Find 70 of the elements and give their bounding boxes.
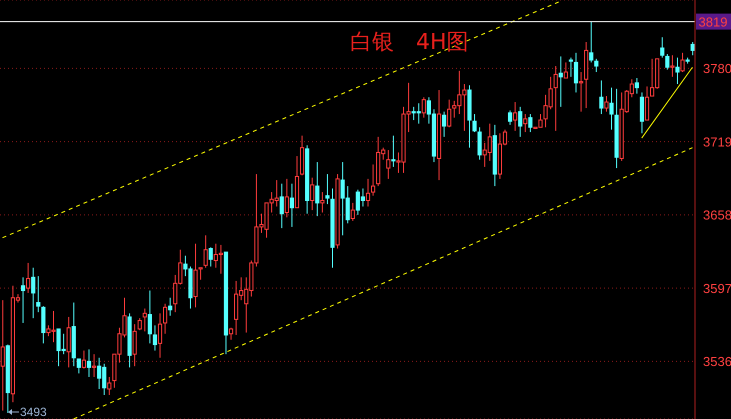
- candlestick: [594, 58, 598, 73]
- candlestick: [228, 327, 234, 340]
- candlestick: [518, 106, 522, 138]
- y-tick-label: 3780: [703, 61, 731, 76]
- candlestick: [442, 111, 446, 138]
- candlestick: [148, 290, 152, 344]
- candlestick: [366, 178, 370, 207]
- candlestick: [599, 80, 604, 115]
- candlestick: [447, 99, 452, 128]
- candlestick: [675, 57, 680, 85]
- candlestick: [680, 52, 685, 73]
- candlestick: [568, 57, 574, 78]
- candlestick: [86, 348, 92, 378]
- candlestick: [670, 54, 674, 78]
- candlestick: [564, 62, 568, 79]
- candlestick: [391, 135, 396, 168]
- candlestick: [26, 262, 30, 294]
- candlestick: [82, 350, 86, 370]
- candlestick: [20, 276, 26, 324]
- candlestick: [609, 87, 614, 130]
- candlestick: [31, 267, 36, 319]
- candlestick: [320, 192, 324, 213]
- candlestick: [370, 164, 376, 196]
- candlestick: [478, 126, 482, 160]
- y-tick-label: 3597: [703, 280, 731, 296]
- candlestick: [315, 162, 320, 217]
- candlestick: [204, 234, 208, 268]
- candlestick: [386, 150, 390, 180]
- candlestick: [472, 114, 477, 133]
- text: 白银 4H图: [350, 29, 469, 57]
- candlestick: [142, 308, 147, 332]
- candlestick: [290, 183, 294, 228]
- ref-line-label: 3819: [698, 14, 728, 30]
- candlestick: [660, 36, 664, 58]
- candlestick: [665, 54, 670, 70]
- candlestick: [508, 110, 512, 126]
- candlestick: [168, 297, 172, 316]
- y-tick-label: 3658: [703, 208, 731, 223]
- y-tick-label: 3719: [703, 134, 731, 150]
- candlestick: [513, 102, 518, 132]
- candlestick: [92, 354, 96, 378]
- candlestick: [644, 86, 650, 121]
- candlestick: [208, 246, 213, 268]
- candlestick: [422, 96, 426, 118]
- candlestick: [523, 114, 528, 133]
- candlestick: [554, 66, 558, 132]
- y-tick-label: 3536: [703, 354, 731, 369]
- annotation: 3493: [20, 405, 47, 419]
- candlestick: [528, 114, 532, 133]
- candlestick: [574, 52, 578, 93]
- candlestick: [325, 174, 330, 205]
- candlestick: [589, 21, 594, 63]
- candlestick: [36, 276, 40, 313]
- candlestick: [107, 376, 112, 396]
- candlestick: [76, 358, 81, 374]
- candlestick: [162, 303, 168, 334]
- candlestick: [284, 178, 289, 218]
- candlestick: [198, 267, 203, 280]
- candlestick: [690, 42, 695, 56]
- candlestick: [158, 312, 162, 358]
- candlestick: [310, 177, 314, 211]
- candlestick: [132, 324, 137, 367]
- candlestick: [578, 72, 584, 112]
- candlestick: [152, 324, 158, 352]
- candlestick: [634, 78, 639, 94]
- candlestick: [280, 183, 284, 229]
- candlestick: [138, 318, 142, 331]
- candlestick: [604, 96, 609, 112]
- candlestick: [350, 202, 355, 222]
- candlestick: [558, 56, 563, 108]
